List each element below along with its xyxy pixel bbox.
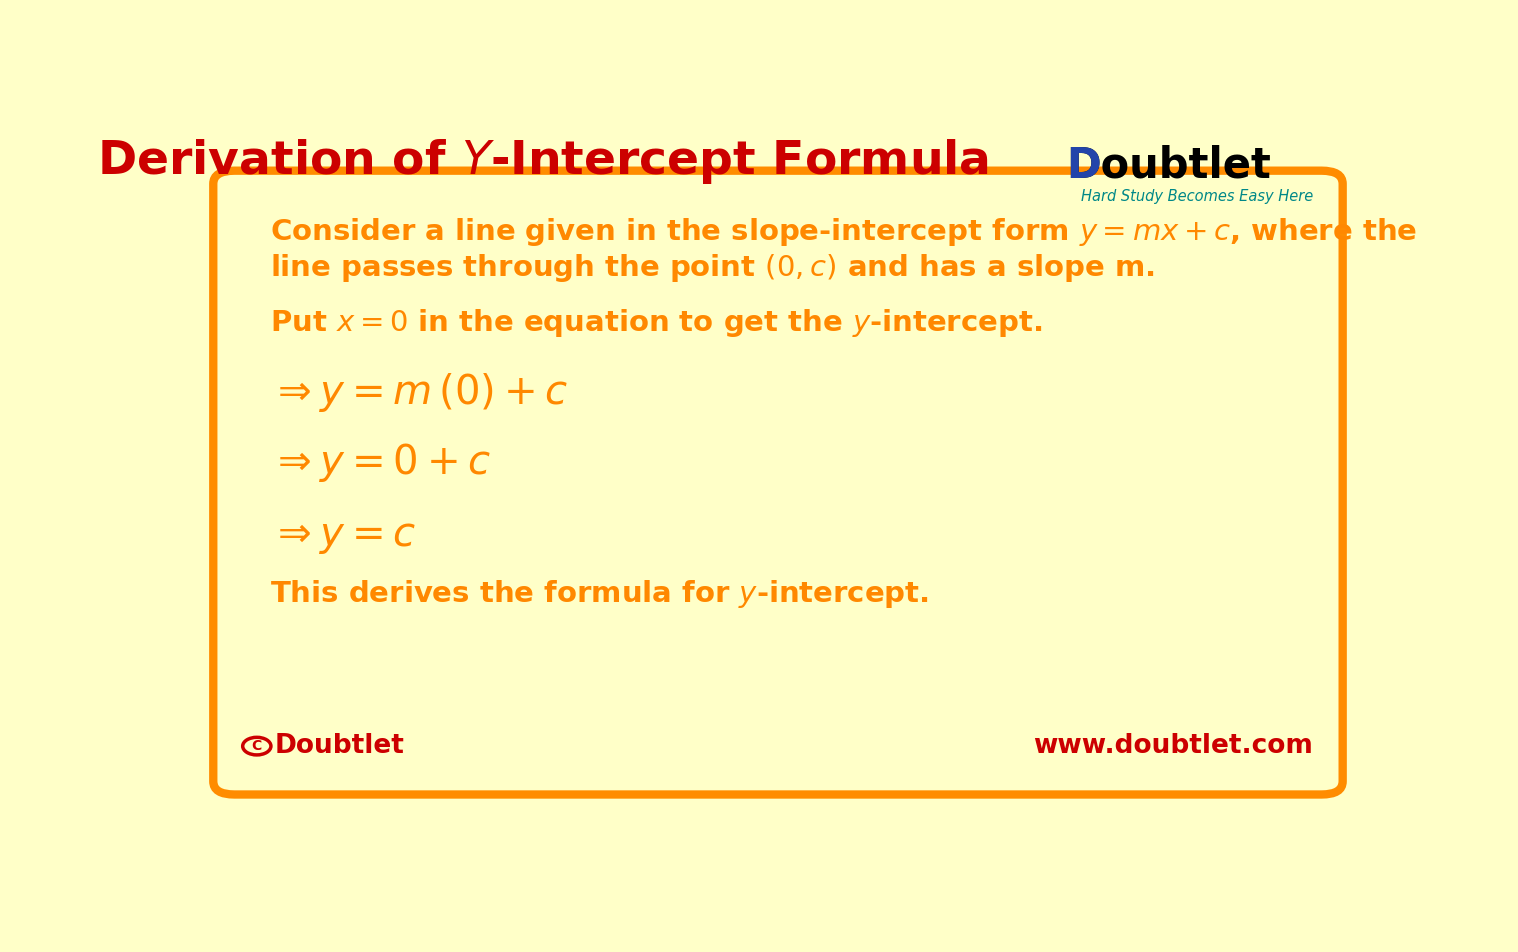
Text: D: D [1066,145,1101,187]
Text: Derivation of $Y$-Intercept Formula: Derivation of $Y$-Intercept Formula [97,137,988,187]
FancyBboxPatch shape [213,170,1343,795]
Text: Put $x = 0$ in the equation to get the $y$-intercept.: Put $x = 0$ in the equation to get the $… [270,307,1041,339]
Text: C: C [252,739,263,753]
Text: Consider a line given in the slope-intercept form $y = mx + c$, where the: Consider a line given in the slope-inter… [270,215,1416,248]
Text: line passes through the point $(0, c)$ and has a slope m.: line passes through the point $(0, c)$ a… [270,252,1154,285]
Text: www.doubtlet.com: www.doubtlet.com [1034,733,1313,759]
Text: $\Rightarrow y = m\,(0) + c$: $\Rightarrow y = m\,(0) + c$ [270,371,568,414]
Text: Hard Study Becomes Easy Here: Hard Study Becomes Easy Here [1081,188,1313,204]
Text: Doubtlet: Doubtlet [1066,145,1271,187]
Text: This derives the formula for $y$-intercept.: This derives the formula for $y$-interce… [270,579,929,610]
Text: $\Rightarrow y = 0 + c$: $\Rightarrow y = 0 + c$ [270,441,490,484]
Text: Doubtlet: Doubtlet [275,733,404,759]
Text: $\Rightarrow y = c$: $\Rightarrow y = c$ [270,516,416,556]
